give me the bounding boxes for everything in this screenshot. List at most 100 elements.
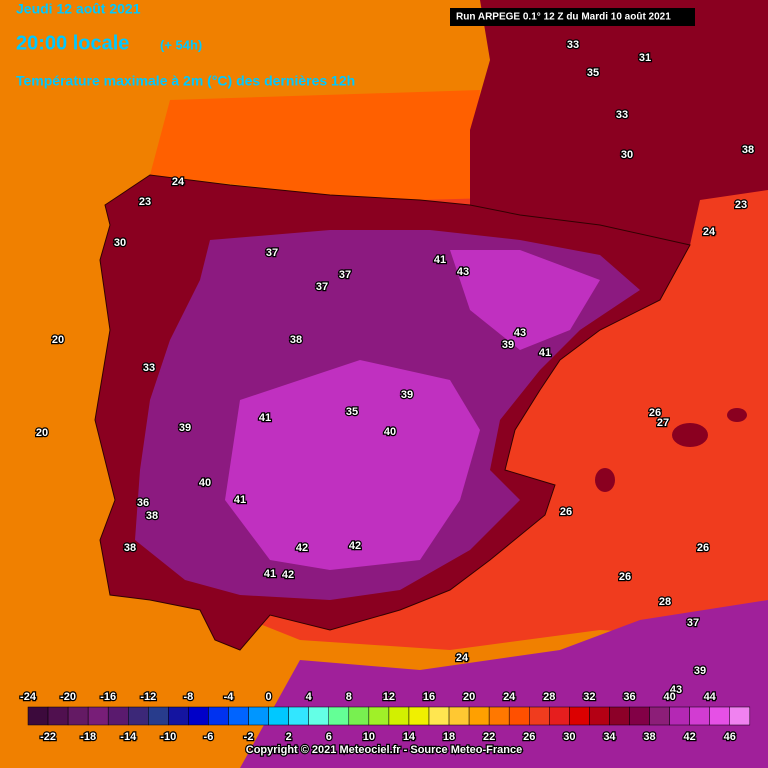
- color-scale: -24 -20 -16 -12 -8 -4 0 4 8 12 16 20 24 28 32 36 40 44-22…: [19, 690, 751, 744]
- scale-label: -24: [20, 691, 37, 703]
- scale-swatch: [148, 706, 169, 726]
- temperature-label: 26: [560, 506, 572, 518]
- footer: Copyright © 2021 Meteociel.fr - Source M…: [246, 744, 522, 756]
- temperature-label: 41: [264, 568, 276, 580]
- scale-swatch: [448, 706, 470, 726]
- scale-label: 18: [443, 731, 455, 743]
- scale-label: 12: [383, 691, 395, 703]
- temperature-label: 39: [694, 665, 706, 677]
- temperature-label: 31: [639, 52, 651, 64]
- temperature-label: 40: [199, 477, 211, 489]
- scale-swatch: [308, 706, 330, 726]
- temperature-label: 40: [384, 426, 396, 438]
- temperature-label: 26: [697, 542, 709, 554]
- scale-label: -12: [140, 691, 156, 703]
- scale-swatch: [709, 706, 731, 726]
- temperature-label: 37: [266, 247, 278, 259]
- scale-label: 14: [403, 731, 416, 743]
- scale-label: 44: [704, 691, 717, 703]
- scale-label: 32: [583, 691, 595, 703]
- temperature-label: 30: [114, 237, 126, 249]
- temperature-label: 38: [290, 334, 302, 346]
- scale-label: -10: [160, 731, 176, 743]
- scale-swatch: [368, 706, 390, 726]
- temperature-label: 41: [259, 412, 271, 424]
- scale-label: 28: [543, 691, 555, 703]
- temperature-label: 24: [456, 652, 469, 664]
- scale-swatch: [47, 706, 69, 726]
- scale-swatch: [488, 706, 510, 726]
- temperature-label: 27: [657, 417, 669, 429]
- temperature-label: 41: [434, 254, 446, 266]
- scale-swatch: [168, 706, 189, 726]
- scale-label: 8: [346, 691, 352, 703]
- scale-swatch: [549, 706, 570, 726]
- temperature-label: 42: [296, 542, 308, 554]
- scale-label: -16: [100, 691, 116, 703]
- scale-label: -6: [204, 731, 214, 743]
- island: [727, 408, 747, 422]
- biscay: [150, 90, 480, 205]
- scale-swatch: [268, 706, 289, 726]
- temperature-label: 24: [703, 226, 716, 238]
- scale-swatch: [248, 706, 269, 726]
- scale-swatch: [388, 706, 410, 726]
- scale-swatch: [609, 706, 630, 726]
- scale-label: -22: [40, 731, 56, 743]
- lead: (+ 54h): [160, 37, 202, 52]
- scale-swatch: [228, 706, 249, 726]
- temperature-label: 35: [587, 67, 599, 79]
- scale-swatch: [328, 706, 350, 726]
- scale-label: 6: [326, 731, 332, 743]
- island: [672, 423, 708, 447]
- scale-swatch: [128, 706, 149, 726]
- temperature-label: 26: [619, 571, 631, 583]
- temperature-label: 28: [659, 596, 671, 608]
- temperature-label: 42: [282, 569, 294, 581]
- temperature-label: 20: [52, 334, 64, 346]
- temperature-label: 26: [649, 407, 661, 419]
- run: Run ARPEGE 0.1° 12 Z du Mardi 10 août 20…: [456, 12, 671, 23]
- temperature-label: 37: [316, 281, 328, 293]
- scale-label: -4: [224, 691, 235, 703]
- temperature-label: 43: [514, 327, 526, 339]
- temperature-labels: 20 20 24 23 37 37 37 38 41 43 43 41 39 39 39 41 40 40 41 42…: [35, 38, 756, 698]
- hot-zone: [450, 250, 600, 350]
- scale-label: 16: [423, 691, 435, 703]
- scale-label: 46: [724, 731, 736, 743]
- scale-swatch: [348, 706, 370, 726]
- scale-swatch: [689, 706, 710, 726]
- scale-label: 20: [463, 691, 475, 703]
- temperature-label: 39: [502, 339, 514, 351]
- africa: [240, 600, 768, 768]
- scale-label: 24: [503, 691, 516, 703]
- subtitle: Température maximale à 2m (°C) des derni…: [16, 73, 355, 89]
- scale-label: 4: [306, 691, 313, 703]
- temperature-label: 38: [742, 144, 754, 156]
- scale-swatch: [188, 706, 209, 726]
- hot-zone: [225, 360, 480, 570]
- scale-label: 36: [623, 691, 635, 703]
- temperature-label: 24: [172, 176, 185, 188]
- scale-swatch: [87, 706, 109, 726]
- scale-swatch: [288, 706, 309, 726]
- france: [470, 0, 768, 245]
- date: Jeudi 12 août 2021: [16, 1, 141, 17]
- scale-label: -20: [60, 691, 76, 703]
- scale-label: 30: [563, 731, 575, 743]
- scale-label: -8: [184, 691, 194, 703]
- temperature-label: 42: [349, 540, 361, 552]
- scale-swatch: [67, 706, 89, 726]
- time: 20:00 locale: [16, 32, 129, 54]
- temperature-label: 35: [346, 406, 358, 418]
- scale-label: -2: [244, 731, 254, 743]
- temperature-label: 33: [143, 362, 155, 374]
- temperature-label: 30: [621, 149, 633, 161]
- scale-swatch: [468, 706, 490, 726]
- scale-swatch: [729, 706, 751, 726]
- scale-swatch: [569, 706, 590, 726]
- scale-swatch: [107, 706, 129, 726]
- temperature-label: 39: [179, 422, 191, 434]
- scale-label: 22: [483, 731, 495, 743]
